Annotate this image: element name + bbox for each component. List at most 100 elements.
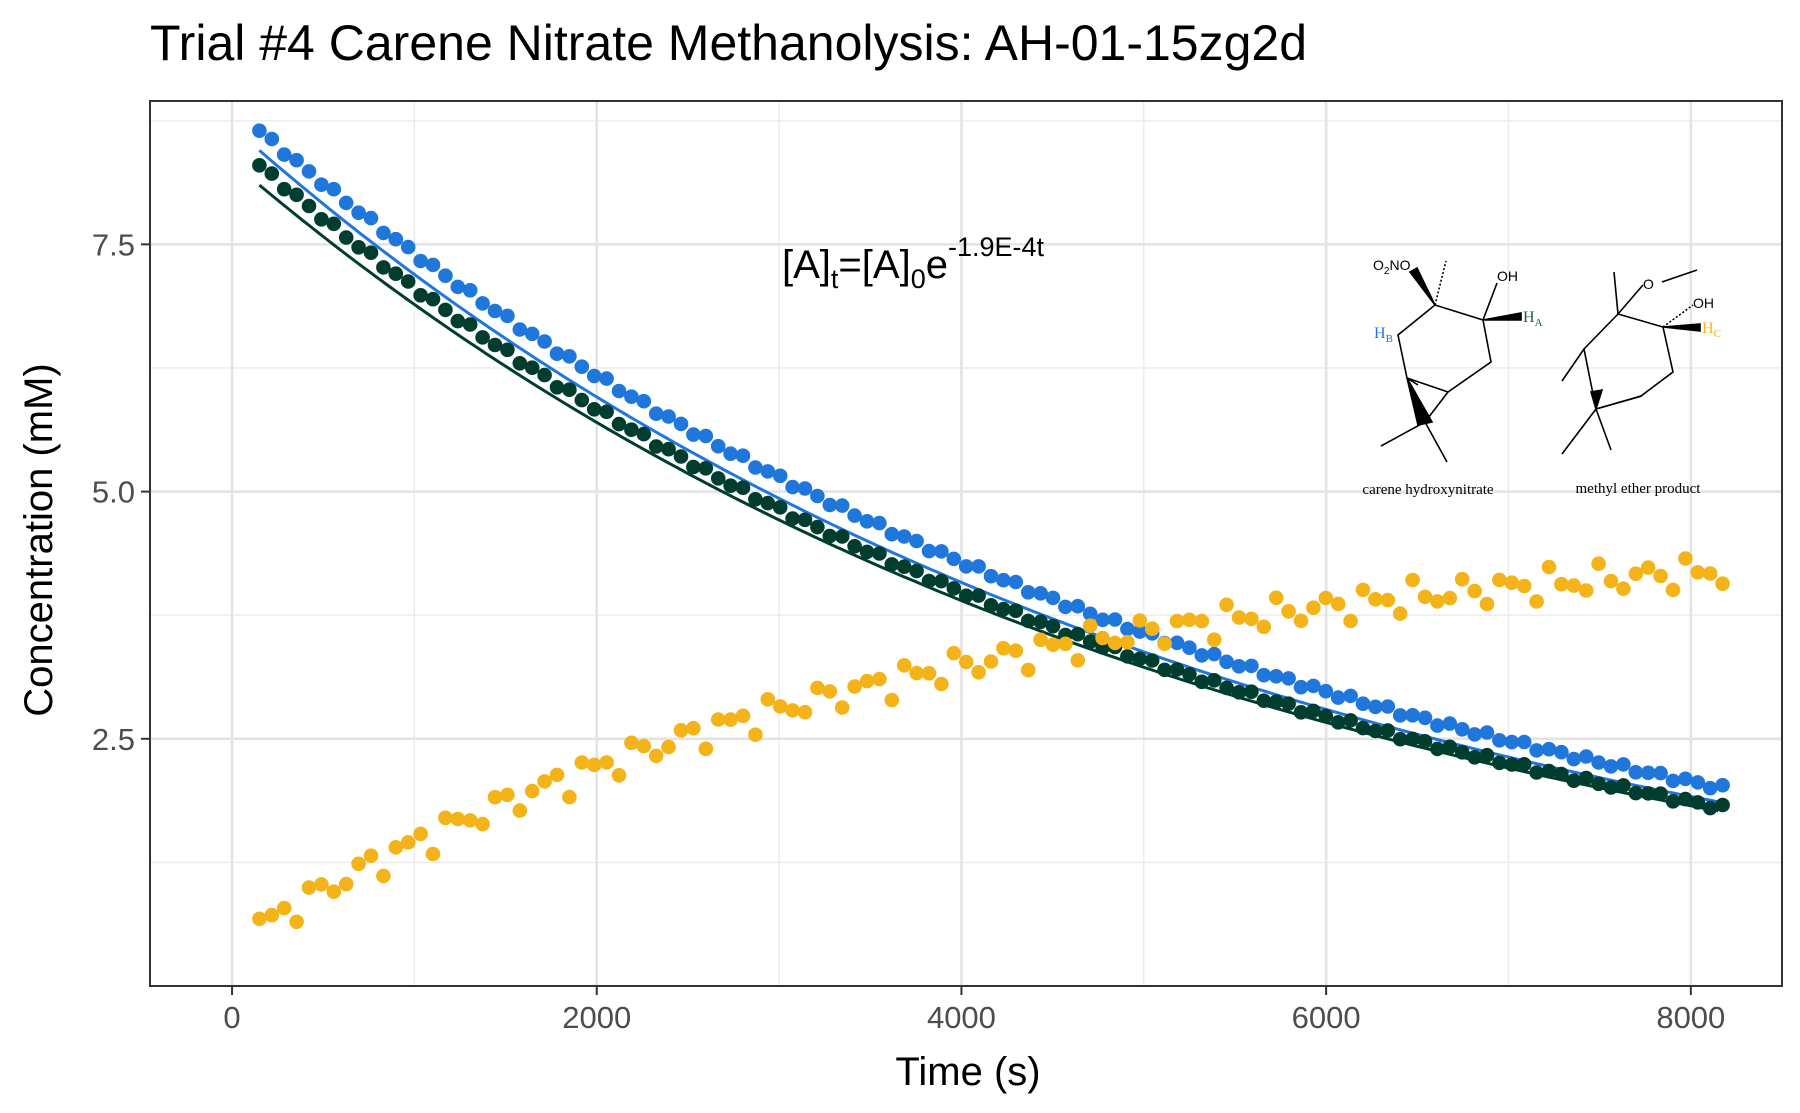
data-point-series-1	[413, 288, 428, 303]
x-tick-label: 8000	[1656, 1000, 1725, 1035]
data-point-series-0	[1244, 658, 1259, 674]
data-point-series-0	[1405, 708, 1420, 723]
major-grid	[150, 101, 1782, 986]
data-point-series-0	[1492, 733, 1507, 748]
data-point-series-0	[1479, 725, 1495, 740]
data-point-series-2	[363, 848, 379, 863]
data-point-series-2	[1070, 653, 1086, 668]
data-point-series-1	[1603, 780, 1619, 795]
data-point-series-0	[475, 296, 490, 311]
data-point-series-1	[661, 441, 676, 457]
data-point-series-1	[1306, 703, 1321, 719]
data-point-series-2	[1715, 576, 1730, 591]
data-point-series-0	[1206, 646, 1222, 662]
data-point-series-0	[834, 498, 850, 513]
data-point-series-2	[351, 856, 366, 872]
data-point-series-1	[376, 260, 391, 275]
data-point-series-2	[648, 748, 664, 764]
data-point-series-1	[1492, 755, 1507, 771]
data-point-series-1	[748, 492, 763, 507]
data-point-series-0	[500, 308, 515, 324]
data-point-series-1	[1244, 684, 1259, 699]
data-point-series-0	[1169, 635, 1185, 651]
data-point-series-0	[859, 514, 875, 529]
right-molecule-label: methyl ether product	[1576, 481, 1702, 497]
data-point-series-0	[1454, 722, 1470, 737]
data-point-series-2	[1430, 594, 1445, 609]
data-point-series-1	[797, 512, 813, 528]
data-point-series-2	[413, 826, 428, 842]
data-point-series-1	[1020, 613, 1036, 629]
data-point-series-1	[438, 302, 453, 318]
data-point-series-0	[648, 406, 664, 422]
data-point-series-0	[1182, 640, 1197, 655]
data-point-series-2	[1492, 572, 1507, 588]
data-point-series-2	[1566, 578, 1582, 593]
data-point-series-1	[1206, 673, 1222, 688]
data-point-series-0	[314, 177, 329, 192]
data-point-series-0	[462, 283, 478, 298]
data-point-series-0	[1082, 606, 1098, 622]
data-point-series-1	[983, 598, 999, 613]
data-point-series-1	[425, 291, 441, 307]
data-point-series-2	[698, 741, 714, 757]
data-point-series-0	[1541, 741, 1557, 757]
oh-label-right: OH	[1693, 295, 1714, 311]
data-point-series-1	[586, 402, 602, 417]
data-point-series-2	[425, 846, 441, 862]
data-point-series-2	[1244, 611, 1259, 627]
data-point-series-1	[934, 573, 949, 589]
hb-label: HB	[1374, 325, 1393, 345]
data-point-series-0	[413, 253, 428, 269]
data-point-series-0	[1591, 755, 1606, 770]
data-point-series-0	[624, 389, 639, 405]
data-point-series-2	[500, 787, 515, 803]
eq-sub-0: 0	[911, 264, 926, 294]
data-point-series-1	[1380, 723, 1396, 738]
y-tick-label: 5.0	[92, 475, 135, 510]
data-point-series-0	[1529, 743, 1544, 758]
data-point-series-0	[586, 368, 602, 384]
data-point-series-1	[549, 380, 565, 395]
data-point-series-1	[1653, 786, 1668, 801]
data-point-series-1	[1616, 778, 1631, 793]
data-point-series-2	[1591, 556, 1606, 571]
eq-base: [A]	[782, 243, 831, 287]
data-point-series-2	[1144, 621, 1160, 636]
data-point-series-0	[1554, 744, 1569, 760]
data-point-series-1	[624, 422, 639, 438]
data-point-series-0	[636, 393, 652, 409]
chart-title: Trial #4 Carene Nitrate Methanolysis: AH…	[150, 15, 1308, 71]
data-point-series-2	[276, 900, 292, 916]
data-point-series-0	[1417, 710, 1433, 726]
data-point-series-2	[1380, 592, 1396, 608]
o2no-sub: 2	[1384, 266, 1390, 277]
data-point-series-1	[1529, 765, 1544, 780]
data-point-series-1	[1194, 674, 1210, 690]
data-point-series-2	[1368, 592, 1383, 607]
data-point-series-0	[450, 279, 466, 295]
data-point-series-0	[673, 416, 689, 432]
data-point-series-0	[487, 303, 503, 319]
data-point-series-1	[1144, 653, 1160, 668]
data-point-series-1	[252, 158, 267, 173]
data-point-series-2	[549, 767, 565, 783]
data-point-series-0	[611, 383, 627, 399]
data-point-series-0	[264, 131, 280, 147]
data-point-series-2	[810, 680, 825, 696]
data-point-series-2	[314, 877, 329, 892]
data-point-series-2	[1082, 618, 1098, 633]
data-point-series-1	[735, 480, 751, 496]
data-point-series-2	[1529, 594, 1544, 609]
data-point-series-0	[1640, 765, 1656, 781]
data-point-series-1	[1120, 649, 1135, 664]
data-point-series-2	[326, 884, 342, 899]
data-point-series-2	[785, 703, 800, 718]
data-point-series-1	[1368, 723, 1383, 739]
data-point-series-2	[772, 699, 788, 714]
data-point-series-1	[1678, 791, 1693, 807]
tick-labels: 0 2000 4000 6000 8000 2.5 5.0 7.5	[92, 227, 1725, 1035]
data-point-series-1	[1045, 618, 1061, 634]
data-point-series-2	[884, 692, 900, 708]
